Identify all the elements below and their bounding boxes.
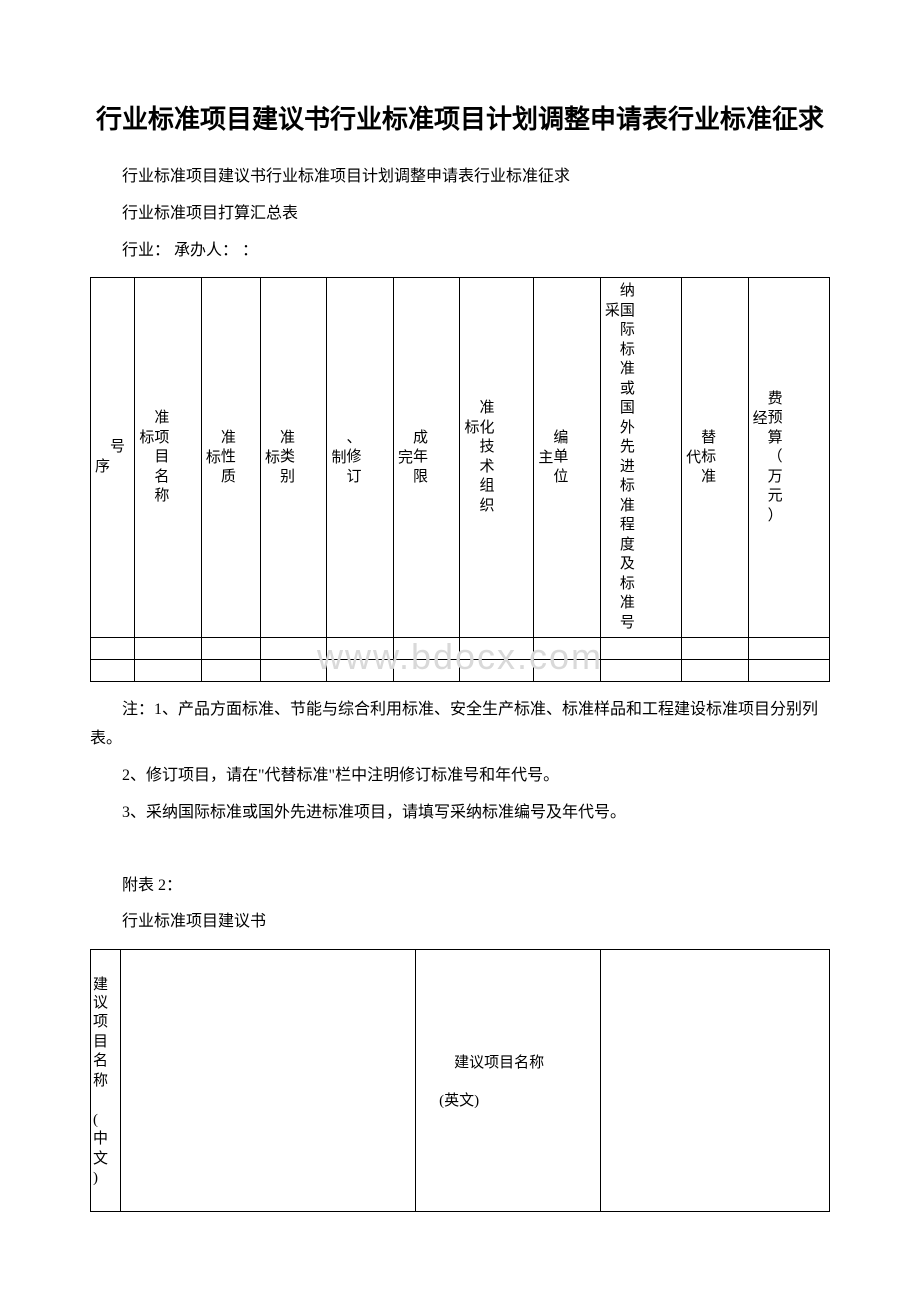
table-row bbox=[91, 638, 830, 660]
col-revision: 制、修订 bbox=[327, 278, 394, 638]
summary-table: 序号 标准项目名称 标准 性质 标准类别 制、修订 完成年限 标准化技术组织 主… bbox=[90, 277, 830, 682]
note-2: 2、修订项目，请在"代替标准"栏中注明修订标准号和年代号。 bbox=[90, 762, 830, 791]
paragraph-1: 行业标准项目建议书行业标准项目计划调整申请表行业标准征求 bbox=[90, 163, 830, 192]
col-intl-std: 采纳国际标准或国外先进标准程度及标准号 bbox=[600, 278, 681, 638]
proposal-table: 建议项目名称 (中文) 建议项目名称 (英文) bbox=[90, 949, 830, 1212]
col-category: 标准类别 bbox=[260, 278, 327, 638]
paragraph-3: 行业： 承办人： ： bbox=[90, 237, 830, 266]
cell-project-name-cn-value bbox=[120, 950, 416, 1212]
paragraph-2: 行业标准项目打算汇总表 bbox=[90, 200, 830, 229]
col-budget: 经费预算（万元） bbox=[748, 278, 829, 638]
col-project-name: 标准项目名称 bbox=[135, 278, 202, 638]
table-row bbox=[91, 660, 830, 682]
attachment-label: 附表 2： bbox=[90, 872, 830, 901]
col-tech-org: 标准化技术组织 bbox=[460, 278, 534, 638]
cell-project-name-en-label: 建议项目名称 (英文) bbox=[416, 950, 601, 1212]
table-header-row: 序号 标准项目名称 标准 性质 标准类别 制、修订 完成年限 标准化技术组织 主… bbox=[91, 278, 830, 638]
col-replace-std: 代替标准 bbox=[682, 278, 749, 638]
table-row: 建议项目名称 (中文) 建议项目名称 (英文) bbox=[91, 950, 830, 1212]
note-1: 注：1、产品方面标准、节能与综合利用标准、安全生产标准、标准样品和工程建设标准项… bbox=[90, 696, 830, 754]
cell-project-name-cn-label: 建议项目名称 (中文) bbox=[91, 950, 121, 1212]
col-nature: 标准 性质 bbox=[201, 278, 260, 638]
col-deadline: 完成年限 bbox=[393, 278, 460, 638]
section2-heading: 行业标准项目建议书 bbox=[90, 908, 830, 937]
col-editor-unit: 主编单位 bbox=[534, 278, 601, 638]
note-3: 3、采纳国际标准或国外先进标准项目，请填写采纳标准编号及年代号。 bbox=[90, 799, 830, 828]
cell-project-name-en-value bbox=[600, 950, 829, 1212]
notes-block: 注：1、产品方面标准、节能与综合利用标准、安全生产标准、标准样品和工程建设标准项… bbox=[90, 696, 830, 827]
col-seq: 序号 bbox=[91, 278, 135, 638]
document-title: 行业标准项目建议书行业标准项目计划调整申请表行业标准征求 bbox=[90, 100, 830, 139]
